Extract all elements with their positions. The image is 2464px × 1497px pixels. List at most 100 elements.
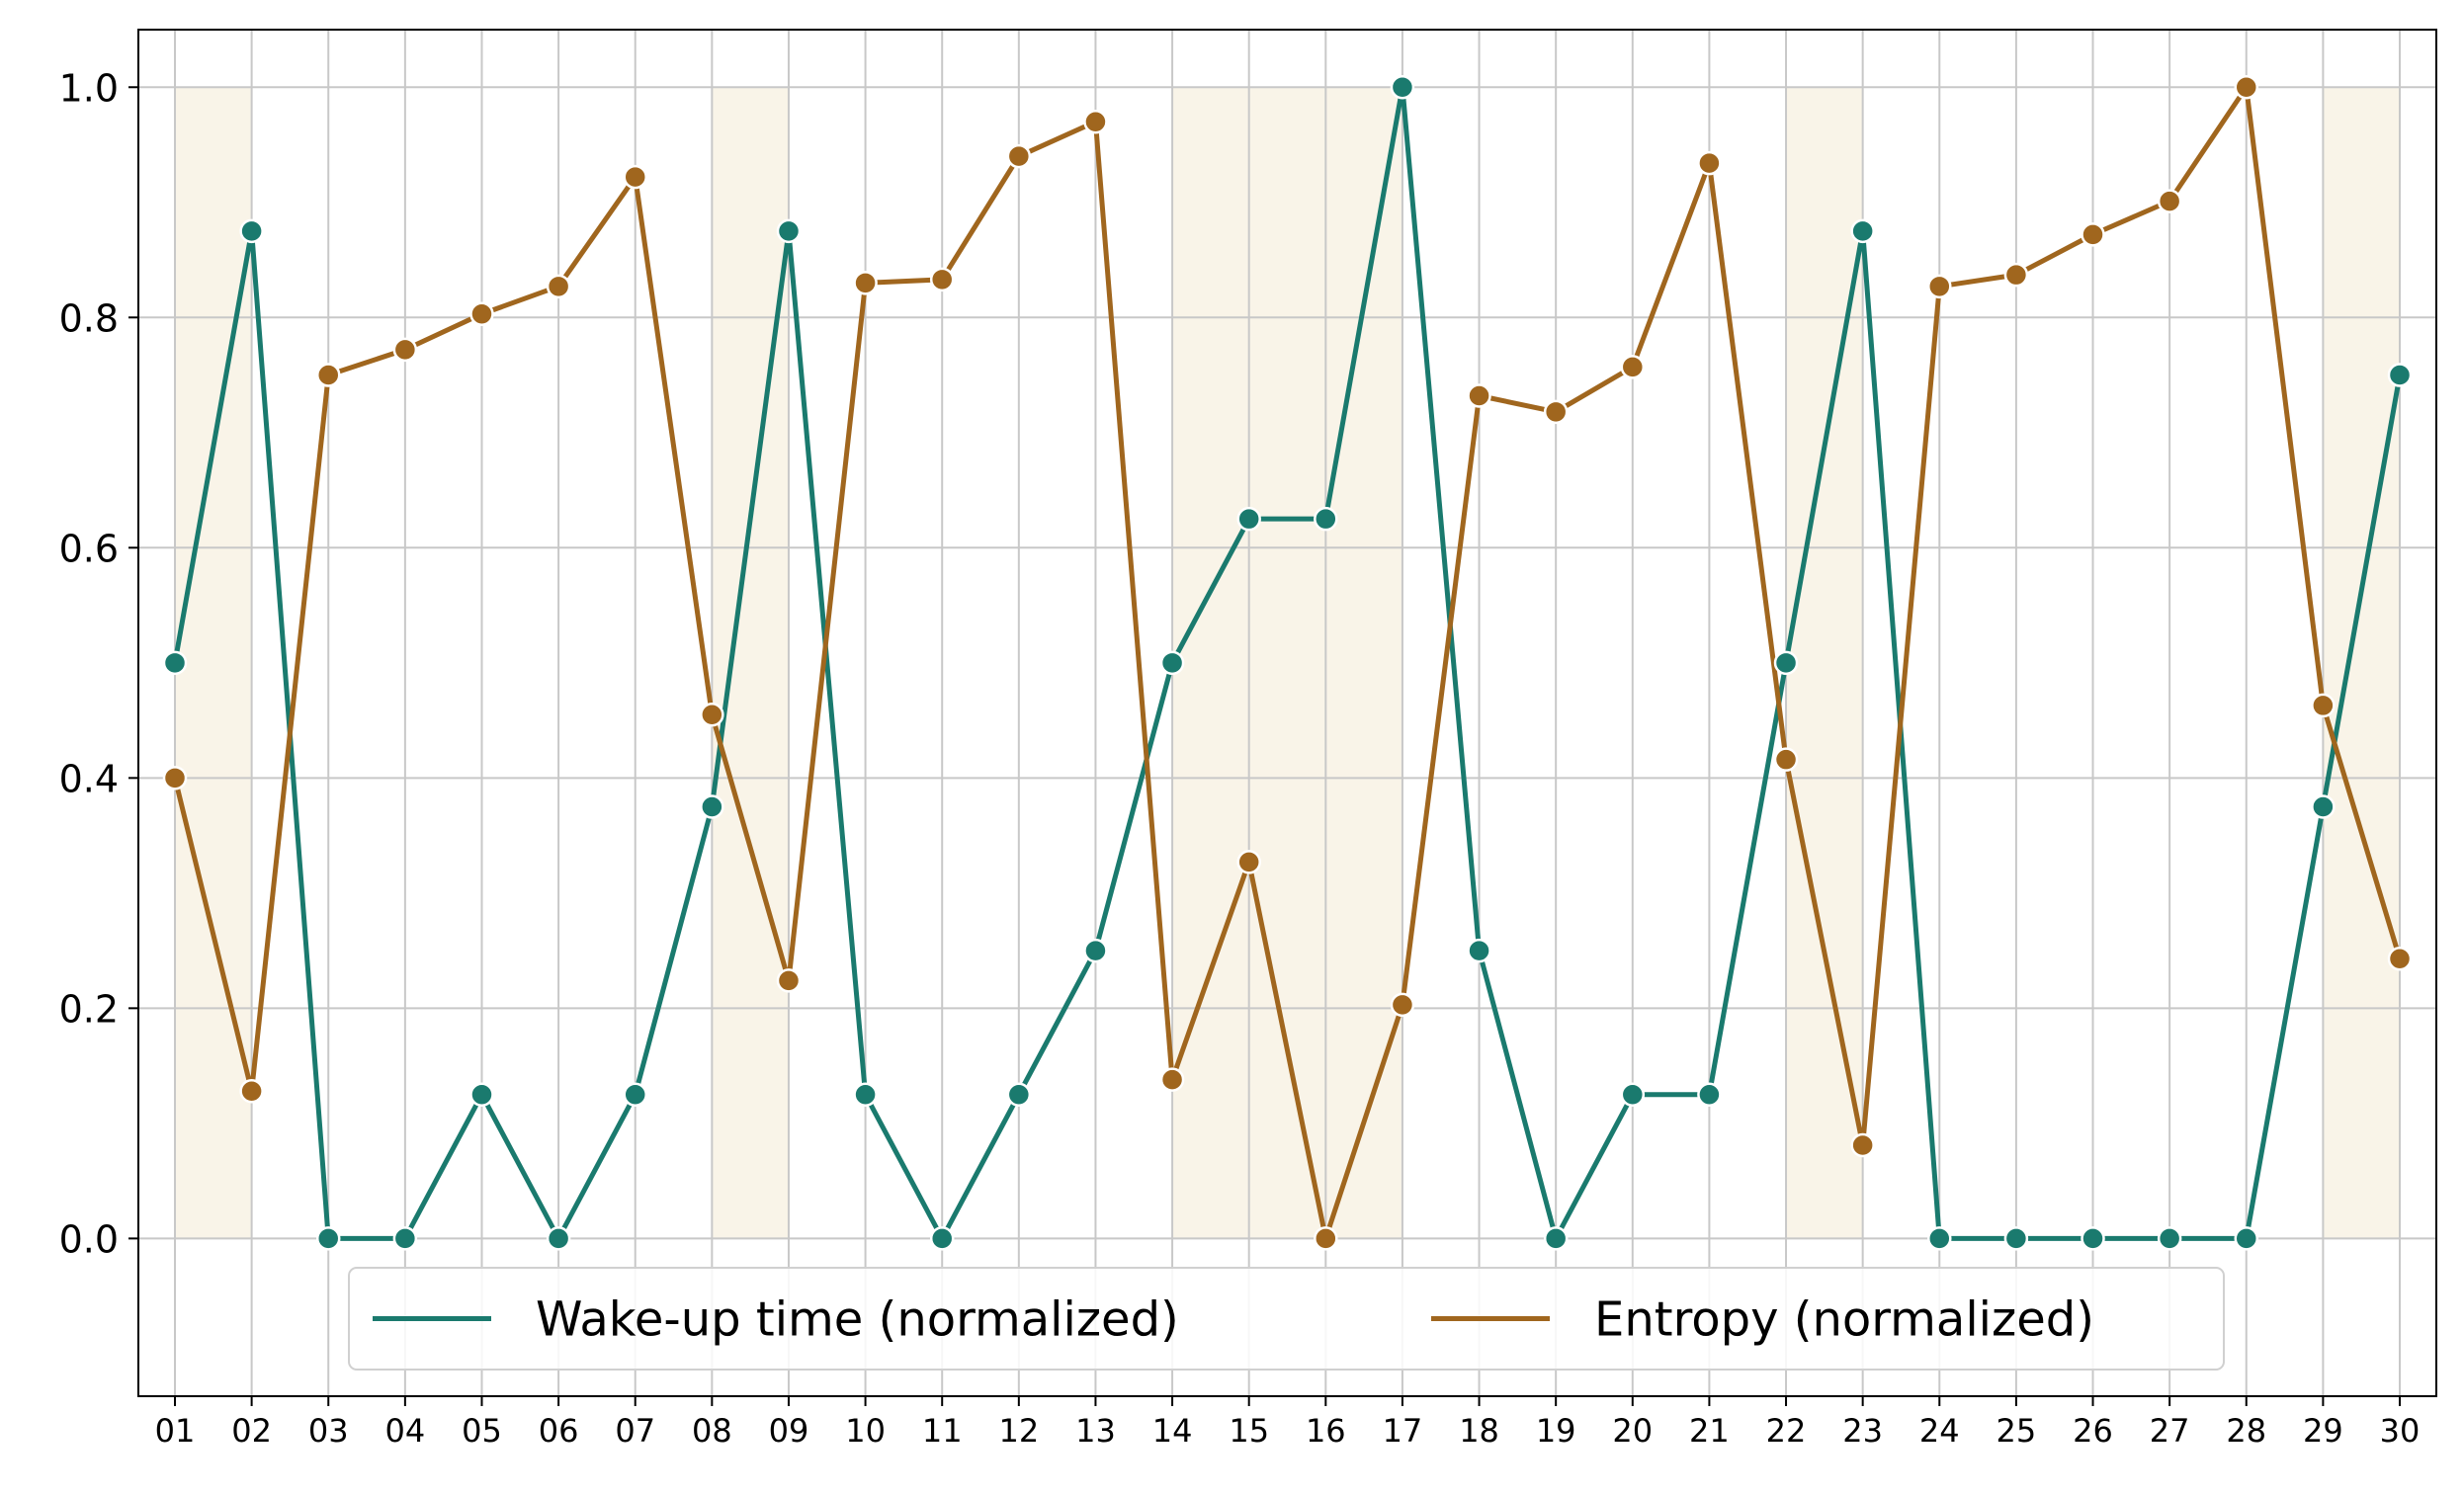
data-point-series0-12 (1006, 1082, 1032, 1107)
x-tick-label-10: 10 (845, 1412, 886, 1450)
highlight-band-08-09 (712, 87, 789, 1239)
data-point-series1-11 (929, 267, 955, 292)
data-point-series1-10 (853, 271, 878, 295)
x-tick-label-02: 02 (231, 1412, 272, 1450)
plot-frame (137, 29, 2437, 1397)
highlight-band-29-30 (2323, 87, 2400, 1239)
data-point-series1-18 (1467, 383, 1491, 408)
data-point-series1-26 (2081, 222, 2105, 247)
legend-label-0: Wake-up time (normalized) (536, 1292, 1179, 1348)
data-point-series0-19 (1543, 1226, 1569, 1251)
x-tick-label-11: 11 (922, 1412, 963, 1450)
x-tick-label-16: 16 (1306, 1412, 1346, 1450)
data-point-series0-13 (1083, 938, 1108, 963)
data-point-series0-24 (1927, 1226, 1952, 1251)
data-point-series1-04 (392, 337, 418, 363)
x-tick-label-23: 23 (1842, 1412, 1883, 1450)
legend-label-1: Entropy (normalized) (1594, 1292, 2094, 1348)
data-point-series0-20 (1620, 1082, 1646, 1107)
data-point-series0-03 (315, 1226, 341, 1251)
data-point-series1-19 (1543, 399, 1569, 425)
x-tick-label-25: 25 (1997, 1412, 2037, 1450)
data-point-series1-12 (1006, 143, 1032, 169)
x-tick-label-08: 08 (692, 1412, 732, 1450)
series-line-0 (172, 84, 2403, 1241)
x-tick-label-07: 07 (615, 1412, 655, 1450)
highlight-bands (175, 87, 2400, 1239)
data-point-series0-28 (2234, 1226, 2259, 1251)
data-point-series1-15 (1236, 850, 1261, 874)
x-axis-ticks: 01 02 03 04 05 06 07 08 09 10 11 12 13 14 15 16 17 18 19 20… (155, 1396, 2421, 1450)
x-tick-label-05: 05 (462, 1412, 502, 1450)
series-markers (162, 75, 2413, 1251)
data-point-series0-25 (2003, 1226, 2029, 1251)
data-point-series0-10 (853, 1082, 878, 1107)
data-point-series0-08 (700, 794, 724, 819)
data-point-series0-17 (1390, 75, 1415, 100)
data-point-series0-15 (1236, 506, 1261, 532)
data-point-series1-30 (2387, 947, 2413, 971)
data-point-series0-26 (2081, 1226, 2105, 1251)
data-point-series1-20 (1620, 355, 1646, 379)
x-tick-label-29: 29 (2303, 1412, 2343, 1450)
data-point-series0-11 (929, 1226, 955, 1251)
y-tick-label-0.6: 0.6 (59, 527, 119, 570)
x-tick-label-26: 26 (2073, 1412, 2113, 1450)
y-axis-ticks: 0.0 0.2 0.4 0.6 0.8 1.0 (59, 66, 138, 1261)
data-point-series1-03 (315, 363, 341, 387)
x-tick-label-20: 20 (1612, 1412, 1653, 1450)
x-tick-label-24: 24 (1919, 1412, 1960, 1450)
x-tick-label-19: 19 (1536, 1412, 1576, 1450)
data-point-series0-29 (2311, 794, 2336, 819)
x-tick-label-22: 22 (1766, 1412, 1807, 1450)
data-point-series0-09 (776, 218, 802, 244)
x-tick-label-30: 30 (2380, 1412, 2421, 1450)
x-tick-label-03: 03 (308, 1412, 349, 1450)
highlight-band-14-17 (1172, 87, 1402, 1239)
x-tick-label-18: 18 (1459, 1412, 1499, 1450)
x-tick-label-12: 12 (998, 1412, 1039, 1450)
data-point-series0-22 (1773, 650, 1799, 676)
data-point-series0-06 (546, 1226, 571, 1251)
data-point-series0-21 (1697, 1082, 1722, 1107)
data-point-series0-18 (1467, 938, 1491, 963)
series-lines (172, 84, 2403, 1241)
data-point-series1-08 (700, 702, 724, 727)
data-point-series1-24 (1927, 274, 1952, 299)
data-point-series1-14 (1159, 1067, 1185, 1092)
y-tick-label-1.0: 1.0 (59, 66, 119, 110)
data-point-series1-17 (1390, 992, 1415, 1018)
data-point-series1-21 (1697, 150, 1722, 176)
x-tick-label-06: 06 (539, 1412, 579, 1450)
x-tick-label-09: 09 (769, 1412, 809, 1450)
data-point-series1-23 (1850, 1132, 1875, 1158)
y-tick-label-0.0: 0.0 (59, 1217, 119, 1261)
highlight-band-22-23 (1786, 87, 1863, 1239)
legend-box (348, 1267, 2225, 1371)
x-tick-label-04: 04 (385, 1412, 426, 1450)
data-point-series1-29 (2311, 693, 2336, 718)
data-point-series1-06 (546, 274, 571, 299)
x-tick-label-28: 28 (2226, 1412, 2266, 1450)
data-point-series1-09 (776, 968, 802, 993)
x-tick-label-27: 27 (2150, 1412, 2190, 1450)
data-point-series1-25 (2003, 262, 2029, 288)
data-point-series0-02 (239, 218, 264, 244)
y-tick-label-0.2: 0.2 (59, 987, 119, 1031)
data-point-series1-07 (623, 164, 647, 190)
y-tick-label-0.8: 0.8 (59, 296, 119, 340)
data-point-series0-30 (2387, 363, 2413, 387)
data-point-series0-04 (392, 1226, 418, 1251)
data-point-series0-05 (469, 1082, 494, 1107)
x-tick-label-13: 13 (1075, 1412, 1116, 1450)
series-line-1 (172, 84, 2403, 1241)
data-point-series1-13 (1083, 109, 1108, 134)
data-point-series0-07 (623, 1082, 647, 1107)
data-point-series1-05 (469, 301, 494, 327)
data-point-series1-01 (162, 766, 188, 790)
data-point-series0-14 (1159, 650, 1185, 676)
data-point-series0-16 (1314, 506, 1338, 532)
data-point-series1-16 (1314, 1226, 1338, 1251)
x-tick-label-01: 01 (155, 1412, 196, 1450)
